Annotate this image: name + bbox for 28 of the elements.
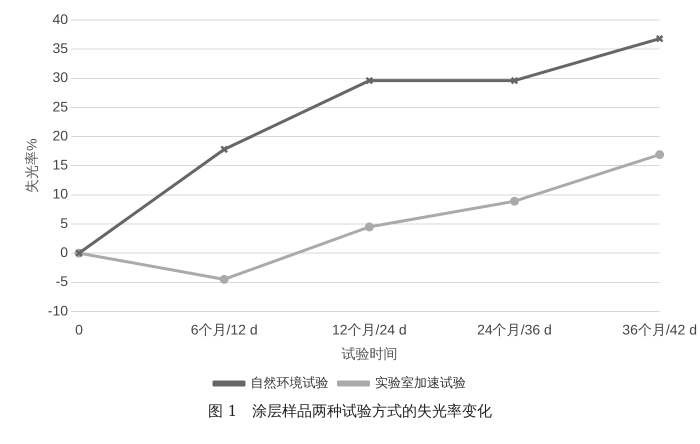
x-tick-label: 12个月/24 d (332, 322, 407, 338)
y-tick-label: 15 (52, 156, 68, 173)
y-tick-label: -5 (56, 273, 68, 290)
y-tick-label: -10 (48, 302, 68, 318)
point (510, 196, 519, 206)
x-axis-title: 试验时间 (341, 345, 398, 362)
point (510, 76, 519, 85)
x-tick-label: 6个月/12 d (190, 322, 258, 338)
point (220, 145, 228, 154)
point (220, 274, 229, 284)
x-tick-label: 36个月/42 d (622, 322, 698, 338)
legend-label: 实验室加速试验 (375, 375, 466, 390)
y-tick-label: 10 (52, 186, 68, 202)
y-tick-label: 20 (52, 127, 68, 144)
y-axis-title: 失光率% (23, 138, 40, 193)
y-tick-label: 40 (52, 10, 68, 27)
x-tick-label: 0 (75, 322, 84, 338)
caption: 图 1 涂层样品两种试验方式的失光率变化 (206, 402, 494, 421)
x-tick-label: 24个月/36 d (477, 322, 552, 338)
point (365, 76, 374, 85)
y-tick-label: 5 (60, 214, 68, 231)
y-tick-label: 0 (60, 244, 68, 260)
point (655, 150, 664, 160)
y-tick-label: 35 (52, 40, 68, 56)
y-tick-label: 25 (52, 98, 68, 114)
point (364, 222, 374, 232)
legend-label: 自然环境试验 (250, 375, 328, 390)
y-tick-label: 30 (52, 69, 68, 86)
